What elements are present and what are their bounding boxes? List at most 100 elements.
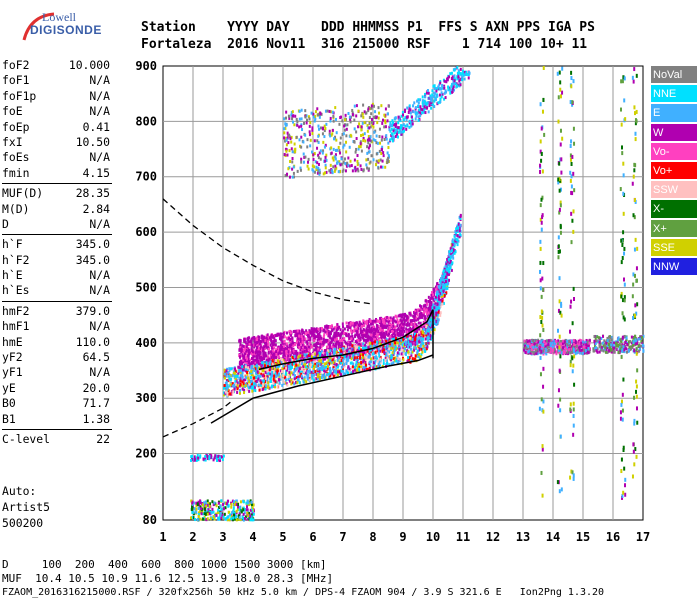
param-value: 2.84	[82, 201, 110, 216]
echo-point	[324, 365, 327, 369]
echo-point	[262, 346, 265, 350]
echo-point	[319, 346, 322, 350]
echo-point	[352, 337, 355, 341]
echo-point	[335, 332, 338, 336]
echo-point	[296, 123, 299, 127]
echo-point	[294, 374, 297, 378]
echo-point	[300, 374, 303, 378]
echo-point	[343, 327, 346, 331]
echo-point	[286, 357, 289, 361]
echo-point	[259, 351, 262, 355]
echo-point	[247, 361, 250, 365]
echo-point	[292, 349, 295, 353]
echo-point	[334, 344, 337, 348]
echo-point	[421, 315, 424, 319]
echo-point	[345, 362, 348, 366]
echo-point	[333, 350, 336, 354]
echo-point	[369, 328, 372, 332]
echo-point	[434, 285, 437, 289]
echo-point	[311, 126, 314, 130]
echo-point	[409, 340, 412, 344]
echo-point	[343, 128, 346, 132]
echo-point	[313, 119, 316, 123]
echo-point	[387, 333, 390, 337]
echo-point	[412, 110, 415, 114]
echo-point	[253, 335, 256, 339]
echo-point	[329, 134, 332, 138]
echo-point	[300, 117, 303, 121]
echo-point	[364, 338, 367, 342]
echo-point	[259, 349, 262, 353]
echo-point	[410, 344, 413, 348]
y-tick-label: 400	[135, 336, 157, 350]
echo-point	[397, 332, 400, 336]
echo-point	[368, 150, 371, 154]
echo-point	[302, 365, 305, 369]
echo-point	[305, 121, 308, 125]
echo-point	[381, 328, 384, 332]
echo-point	[244, 384, 247, 388]
echo-point	[251, 336, 254, 340]
echo-point	[326, 338, 329, 342]
echo-point	[283, 353, 286, 357]
echo-point	[243, 355, 246, 359]
echo-point	[284, 359, 287, 363]
echo-point	[289, 137, 292, 141]
echo-point	[335, 131, 338, 135]
echo-point	[408, 327, 411, 331]
echo-point	[402, 358, 405, 362]
echo-point	[372, 325, 375, 329]
echo-point	[328, 325, 331, 329]
echo-point	[360, 365, 363, 369]
echo-point	[439, 284, 442, 288]
echo-point	[296, 329, 299, 333]
echo-point	[323, 366, 326, 370]
echo-point	[355, 360, 358, 364]
echo-point	[354, 150, 357, 154]
echo-point	[260, 358, 263, 362]
echo-point	[422, 312, 425, 316]
echo-point	[269, 343, 272, 347]
echo-point	[228, 377, 231, 381]
echo-point	[278, 372, 281, 376]
echo-point	[291, 351, 294, 355]
x-tick-label: 3	[219, 530, 226, 544]
echo-point	[329, 341, 332, 345]
echo-point	[317, 342, 320, 346]
param-key: fmin	[2, 165, 30, 180]
echo-point	[265, 377, 268, 381]
echo-point	[410, 115, 413, 119]
echo-point	[242, 348, 245, 352]
echo-point	[420, 340, 423, 344]
echo-point	[423, 310, 426, 314]
echo-point	[419, 343, 422, 347]
echo-point	[298, 138, 301, 142]
echo-point	[414, 310, 417, 314]
echo-point	[404, 312, 407, 316]
echo-point	[290, 343, 293, 347]
param-value: N/A	[89, 365, 110, 380]
echo-point	[322, 337, 325, 341]
echo-point	[269, 377, 272, 381]
echo-point	[402, 338, 405, 342]
echo-point	[299, 351, 302, 355]
echo-point	[405, 317, 408, 321]
echo-point	[292, 344, 295, 348]
echo-point	[295, 350, 298, 354]
echo-point	[327, 334, 330, 338]
echo-point	[418, 353, 421, 357]
echo-point	[241, 371, 244, 375]
echo-point	[408, 336, 411, 340]
echo-point	[267, 355, 270, 359]
echo-point	[311, 164, 314, 168]
echo-point	[368, 126, 371, 130]
echo-point	[378, 141, 381, 145]
echo-point	[320, 336, 323, 340]
echo-point	[285, 342, 288, 346]
echo-point	[316, 338, 319, 342]
x-tick-label: 14	[546, 530, 560, 544]
echo-point	[355, 340, 358, 344]
echo-point	[292, 330, 295, 334]
echo-point	[427, 311, 430, 315]
